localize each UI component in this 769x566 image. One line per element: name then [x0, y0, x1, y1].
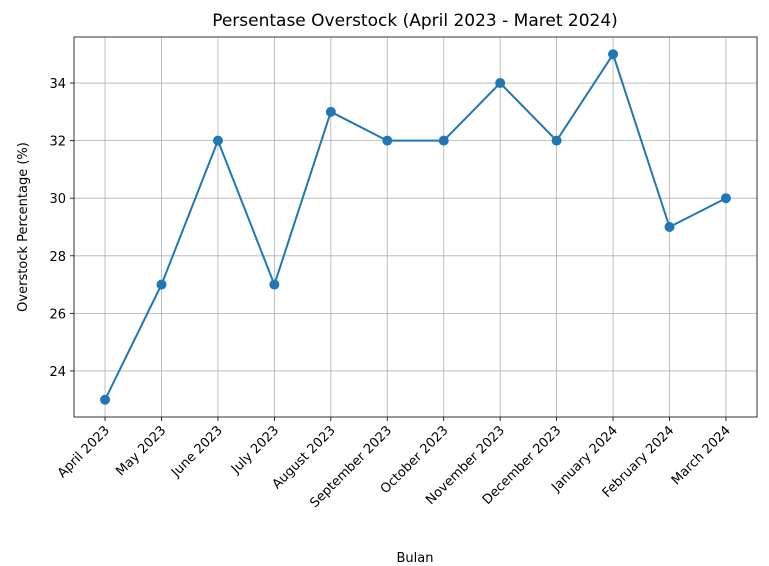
marker	[212, 135, 223, 146]
line	[104, 51, 727, 401]
chart-title: Persentase Overstock (April 2023 - Maret…	[212, 11, 618, 31]
marker	[608, 49, 619, 60]
marker	[720, 193, 731, 204]
marker	[438, 135, 449, 146]
marker	[325, 106, 336, 117]
x-axis-label: Bulan	[397, 551, 434, 566]
marker	[664, 222, 675, 232]
y-tick-label: 30	[49, 192, 66, 207]
y-tick-label: 24	[49, 365, 66, 380]
marker	[156, 279, 167, 290]
plot-frame	[73, 36, 758, 418]
y-tick-label: 28	[49, 250, 66, 265]
marker	[269, 279, 280, 290]
y-tick-label: 34	[49, 77, 66, 92]
y-tick-label: 32	[49, 135, 66, 150]
marker	[495, 78, 506, 89]
marker	[382, 135, 393, 146]
marker	[551, 135, 562, 146]
y-axis-label: Overstock Percentage (%)	[16, 142, 31, 312]
marker	[100, 394, 111, 405]
y-tick-label: 26	[49, 307, 66, 322]
